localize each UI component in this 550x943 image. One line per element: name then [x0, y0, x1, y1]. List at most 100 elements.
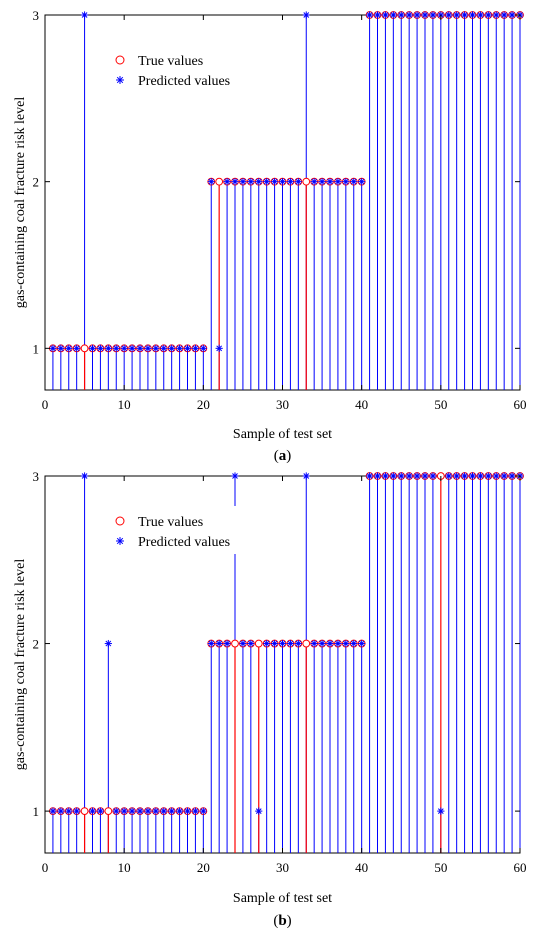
asterisk-stroke — [247, 640, 254, 647]
predicted-value-point — [247, 639, 255, 648]
predicted-value-point — [500, 11, 508, 19]
asterisk-stroke — [168, 808, 175, 814]
asterisk-stroke — [445, 12, 452, 18]
asterisk-stroke — [501, 473, 508, 479]
predicted-value-point — [223, 639, 231, 648]
asterisk-stroke — [160, 808, 167, 814]
predicted-value-point — [318, 639, 326, 648]
predicted-value-point — [381, 472, 390, 480]
predicted-value-point — [136, 344, 144, 352]
true-value-point — [302, 639, 311, 648]
predicted-value-point — [175, 344, 184, 352]
y-tick-label: 1 — [33, 804, 40, 819]
predicted-value-point — [255, 807, 263, 815]
asterisk-stroke — [160, 345, 167, 352]
predicted-value-point — [239, 639, 247, 648]
x-tick-label: 60 — [514, 860, 527, 875]
predicted-value-point — [413, 11, 421, 19]
predicted-value-point — [326, 178, 334, 186]
predicted-value-point — [294, 178, 302, 186]
x-tick-label: 40 — [355, 397, 368, 412]
predicted-value-point — [453, 11, 461, 19]
asterisk-stroke — [366, 473, 373, 479]
asterisk-stroke — [224, 640, 230, 647]
predicted-value-point — [429, 11, 437, 19]
asterisk-stroke — [50, 345, 56, 352]
predicted-value-point — [80, 11, 89, 19]
asterisk-stroke — [311, 640, 318, 647]
predicted-value-point — [128, 344, 136, 352]
predicted-value-point — [207, 178, 215, 186]
predicted-value-point — [223, 178, 231, 186]
predicted-value-point — [365, 472, 374, 480]
asterisk-stroke — [216, 640, 223, 647]
predicted-value-point — [342, 178, 350, 186]
y-tick-label: 3 — [33, 469, 40, 484]
asterisk-stroke — [485, 12, 492, 18]
asterisk-stroke — [129, 345, 135, 352]
predicted-value-point — [437, 807, 445, 815]
asterisk-stroke — [200, 808, 207, 814]
predicted-value-point — [136, 807, 144, 815]
asterisk-stroke — [255, 808, 262, 814]
predicted-value-point — [73, 344, 81, 352]
predicted-value-point — [405, 472, 413, 480]
predicted-value-point — [373, 11, 382, 19]
asterisk-stroke — [453, 473, 460, 479]
asterisk-stroke — [509, 12, 515, 18]
predicted-value-point — [334, 178, 342, 186]
asterisk-stroke — [57, 808, 64, 814]
true-value-point — [80, 807, 89, 816]
predicted-value-point — [484, 472, 492, 480]
asterisk-stroke — [73, 345, 80, 352]
chart-panel-1: 0 10 20 30 40 50 60 1 2 3 Sample of test set gas-co… — [13, 469, 527, 929]
asterisk-stroke — [255, 178, 262, 185]
predicted-value-point — [191, 807, 200, 815]
predicted-value-point — [278, 639, 287, 648]
predicted-value-point — [239, 178, 247, 186]
asterisk-stroke — [65, 808, 72, 814]
predicted-value-point — [460, 11, 469, 19]
asterisk-stroke — [509, 473, 515, 479]
predicted-value-point — [405, 11, 413, 19]
true-value-point — [215, 177, 224, 186]
y-axis-label: gas-containing coal fracture risk level — [13, 97, 28, 309]
predicted-value-point — [350, 639, 358, 648]
predicted-value-point — [215, 344, 223, 352]
predicted-value-point — [183, 807, 192, 815]
legend-predicted-label: Predicted values — [138, 535, 230, 550]
asterisk-stroke — [303, 12, 310, 18]
predicted-value-point — [413, 472, 421, 480]
predicted-value-point — [152, 344, 160, 352]
asterisk-stroke — [327, 640, 333, 647]
asterisk-stroke — [319, 640, 325, 647]
predicted-value-point — [207, 639, 215, 648]
asterisk-stroke — [232, 473, 238, 479]
asterisk-stroke — [113, 808, 120, 814]
predicted-value-point — [168, 807, 176, 815]
asterisk-stroke — [152, 808, 159, 814]
x-tick-label: 10 — [118, 397, 131, 412]
predicted-value-point — [445, 472, 453, 480]
asterisk-stroke — [493, 473, 500, 479]
predicted-value-point — [112, 344, 120, 352]
asterisk-stroke — [374, 473, 381, 479]
predicted-value-point — [421, 472, 429, 480]
asterisk-stroke — [398, 473, 405, 479]
predicted-value-point — [508, 11, 516, 19]
asterisk-stroke — [279, 178, 286, 185]
predicted-value-point — [199, 807, 207, 815]
predicted-value-point — [302, 11, 310, 19]
predicted-value-point — [152, 807, 160, 815]
predicted-value-point — [144, 807, 152, 815]
asterisk-stroke — [89, 345, 96, 352]
asterisk-stroke — [311, 178, 318, 185]
predicted-value-point — [215, 639, 223, 648]
asterisk-stroke — [295, 640, 302, 647]
asterisk-stroke — [350, 178, 357, 185]
predicted-value-point — [397, 11, 405, 19]
predicted-value-point — [373, 472, 382, 480]
asterisk-stroke — [216, 345, 223, 352]
asterisk-stroke — [97, 345, 104, 352]
predicted-value-point — [247, 178, 255, 186]
